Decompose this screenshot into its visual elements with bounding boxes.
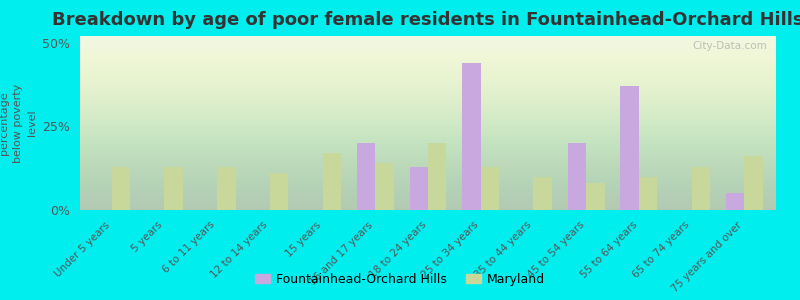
Bar xyxy=(586,183,605,210)
Bar xyxy=(375,163,394,210)
Bar xyxy=(357,143,375,210)
Bar xyxy=(481,167,499,210)
Bar xyxy=(410,167,428,210)
Bar xyxy=(164,167,183,210)
Bar xyxy=(639,176,658,210)
Bar xyxy=(462,63,481,210)
Bar xyxy=(217,167,235,210)
Bar xyxy=(112,167,130,210)
Text: City-Data.com: City-Data.com xyxy=(693,41,767,51)
Bar xyxy=(322,153,341,210)
Bar xyxy=(534,176,552,210)
Bar xyxy=(568,143,586,210)
Bar xyxy=(744,157,763,210)
Bar xyxy=(692,167,710,210)
Bar xyxy=(726,193,744,210)
Bar xyxy=(270,173,288,210)
Y-axis label: percentage
below poverty
level: percentage below poverty level xyxy=(0,83,37,163)
Bar xyxy=(621,86,639,210)
Legend: Fountainhead-Orchard Hills, Maryland: Fountainhead-Orchard Hills, Maryland xyxy=(250,268,550,291)
Bar xyxy=(428,143,446,210)
Title: Breakdown by age of poor female residents in Fountainhead-Orchard Hills: Breakdown by age of poor female resident… xyxy=(52,11,800,29)
